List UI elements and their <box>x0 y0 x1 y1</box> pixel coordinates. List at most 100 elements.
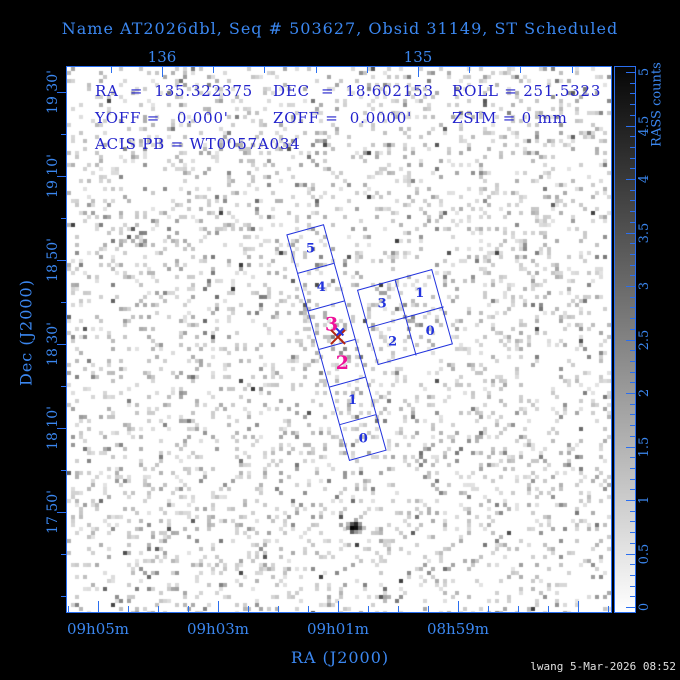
page-title: Name AT2026dbl, Seq # 503627, Obsid 3114… <box>61 19 619 38</box>
colorbar-minor-tick <box>630 318 635 320</box>
axis-tick <box>61 134 66 135</box>
colorbar-minor-tick <box>630 350 635 352</box>
axis-tick <box>61 92 66 93</box>
colorbar-major-tick <box>626 500 635 501</box>
colorbar-minor-tick <box>630 542 635 544</box>
top-axis-degree-label: 135 <box>403 48 433 66</box>
colorbar-minor-tick <box>630 307 635 309</box>
axis-tick <box>458 606 459 612</box>
colorbar-minor-tick <box>630 467 635 469</box>
colorbar-minor-tick <box>630 296 635 298</box>
x-tick-label: 09h01m <box>306 620 370 638</box>
colorbar-major-tick <box>626 179 635 180</box>
axis-tick <box>218 606 219 612</box>
info-text: ZOFF = 0.0000' <box>273 109 413 127</box>
colorbar-minor-tick <box>630 596 635 598</box>
colorbar-minor-tick <box>630 275 635 277</box>
colorbar-minor-tick <box>630 157 635 159</box>
colorbar-tick-label: 2.5 <box>637 329 652 350</box>
colorbar-minor-tick <box>630 564 635 566</box>
axis-tick <box>418 67 419 73</box>
axis-tick <box>366 67 368 73</box>
acis-i-chip-label: 3 <box>376 296 386 312</box>
y-axis-title: Dec (J2000) <box>16 279 36 386</box>
axis-tick <box>398 606 399 612</box>
axis-tick <box>338 606 339 612</box>
colorbar-major-tick <box>626 286 635 287</box>
axis-tick <box>548 606 549 612</box>
axis-tick <box>308 606 309 612</box>
axis-tick <box>488 606 489 612</box>
axis-tick <box>61 512 66 513</box>
acis-s-chip-label: 4 <box>316 280 326 296</box>
x-tick-label: 09h03m <box>186 620 250 638</box>
colorbar-tick-label: 0.5 <box>637 543 652 564</box>
acis-s-chip-label: 2 <box>335 352 349 375</box>
colorbar-major-tick <box>626 393 635 394</box>
colorbar-minor-tick <box>630 585 635 587</box>
colorbar-minor-tick <box>630 189 635 191</box>
axis-tick <box>248 606 249 612</box>
axis-tick <box>61 344 66 345</box>
colorbar-minor-tick <box>630 328 635 330</box>
axis-tick <box>158 606 159 612</box>
colorbar-minor-tick <box>630 200 635 202</box>
axis-tick <box>61 302 66 303</box>
axis-tick <box>68 606 69 612</box>
colorbar-minor-tick <box>630 489 635 491</box>
colorbar-minor-tick <box>630 82 635 84</box>
colorbar-major-tick <box>626 553 635 555</box>
top-axis-degree-label: 136 <box>147 48 177 66</box>
axis-tick <box>315 67 317 73</box>
y-tick-label: 17 50' <box>45 490 61 534</box>
colorbar-major-tick <box>626 446 635 448</box>
axis-tick <box>162 67 163 73</box>
y-tick-label: 18 50' <box>45 238 61 282</box>
colorbar-major-tick <box>626 125 635 127</box>
colorbar-major-tick <box>626 72 635 73</box>
colorbar-tick-label: 2 <box>637 388 652 398</box>
info-text: ROLL = 251.5323 <box>452 82 602 100</box>
colorbar-minor-tick <box>630 264 635 266</box>
colorbar-title: RASS counts <box>649 62 665 147</box>
acis-i-chip-label: 1 <box>415 285 425 301</box>
colorbar-minor-tick <box>630 414 635 416</box>
axis-tick <box>110 67 112 73</box>
axis-tick <box>61 386 66 387</box>
colorbar-minor-tick <box>630 136 635 138</box>
axis-tick <box>469 67 471 73</box>
colorbar-minor-tick <box>630 253 635 255</box>
colorbar-minor-tick <box>630 382 635 384</box>
colorbar-minor-tick <box>630 532 635 534</box>
x-axis-title: RA (J2000) <box>290 648 390 667</box>
colorbar-minor-tick <box>630 371 635 373</box>
colorbar-minor-tick <box>630 574 635 576</box>
acis-i-chip-label: 0 <box>425 323 435 339</box>
colorbar-tick-label: 4 <box>637 174 652 184</box>
info-text: DEC = 18.602153 <box>273 82 434 100</box>
colorbar-major-tick <box>626 339 635 341</box>
colorbar-minor-tick <box>630 403 635 405</box>
axis-tick <box>368 606 369 612</box>
axis-tick <box>128 606 129 612</box>
colorbar-minor-tick <box>630 114 635 116</box>
colorbar-major-tick <box>626 607 635 608</box>
colorbar-minor-tick <box>630 168 635 170</box>
axis-tick <box>213 67 215 73</box>
colorbar-minor-tick <box>630 478 635 480</box>
axis-tick <box>571 67 573 73</box>
colorbar-minor-tick <box>630 521 635 523</box>
axis-tick <box>608 606 609 612</box>
axis-tick <box>61 176 66 177</box>
colorbar-minor-tick <box>630 457 635 459</box>
axis-tick <box>518 606 519 612</box>
axis-tick <box>61 428 66 429</box>
y-tick-label: 18 10' <box>45 406 61 450</box>
axis-tick <box>520 67 522 73</box>
colorbar-tick-label: 3.5 <box>637 222 652 243</box>
axis-tick <box>428 606 429 612</box>
axis-tick <box>278 606 279 612</box>
colorbar-minor-tick <box>630 146 635 148</box>
